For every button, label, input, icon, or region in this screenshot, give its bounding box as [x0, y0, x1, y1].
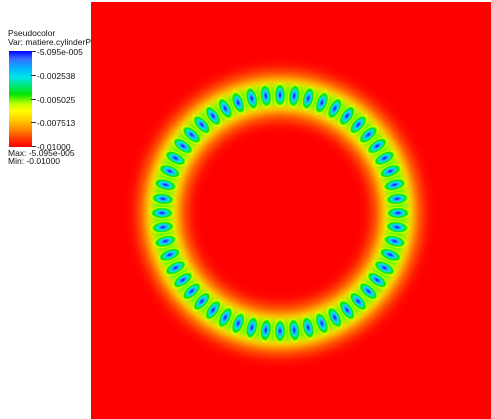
ring-spot: [273, 318, 287, 344]
ring-spot: [357, 281, 379, 302]
ring-spot: [301, 85, 316, 112]
ring-spot: [203, 298, 223, 322]
ring-spot: [163, 259, 188, 277]
ring-spot: [259, 82, 273, 109]
ring-spot: [357, 124, 379, 145]
ring-spot: [377, 163, 403, 179]
colorbar-tick-label: -0.01000: [37, 142, 71, 152]
ring-spot: [244, 85, 259, 112]
ring-spots: [149, 82, 411, 344]
ring-spot: [216, 305, 234, 330]
ring-spot: [230, 90, 246, 116]
ring-spot: [181, 281, 203, 302]
ring-spot: [348, 114, 369, 136]
colorbar-tick-label: -0.005025: [37, 95, 76, 105]
ring-spot: [301, 314, 316, 341]
color-bar: [9, 51, 32, 147]
ring-spot: [203, 104, 223, 128]
ring-spot: [149, 220, 176, 234]
ring-spot: [287, 317, 301, 344]
ring-spot: [314, 90, 330, 116]
ring-spot: [171, 270, 195, 290]
ring-spot: [365, 136, 389, 156]
ring-spot: [216, 96, 234, 121]
ring-spot: [181, 124, 203, 145]
ring-spot: [191, 290, 212, 312]
ring-spot: [149, 206, 175, 220]
ring-spot: [381, 234, 408, 249]
ring-spot: [152, 234, 179, 249]
ring-spot: [381, 177, 408, 192]
ring-spot: [171, 136, 195, 156]
ring-spot: [230, 310, 246, 336]
ring-spot: [377, 247, 403, 263]
colorbar-tick-label: -0.002538: [37, 71, 76, 81]
ring-spot: [191, 114, 212, 136]
ring-spot: [337, 298, 357, 322]
ring-spot: [326, 305, 344, 330]
ring-spot: [163, 149, 188, 167]
legend-panel: Pseudocolor Var: matiere.cylinderPGPhase…: [0, 0, 122, 419]
colorbar-tick: [31, 99, 36, 100]
ring-spot: [385, 206, 411, 220]
ring-spot: [337, 104, 357, 128]
pseudocolor-plot: [91, 2, 491, 419]
legend-title: Pseudocolor: [8, 28, 56, 38]
colorbar-tick: [31, 51, 36, 52]
colorbar-tick: [31, 122, 36, 123]
legend-min: Min: -0.01000: [8, 156, 60, 166]
ring-spot: [365, 270, 389, 290]
ring-spot: [152, 177, 179, 192]
ring-spot: [372, 259, 397, 277]
legend-max: Max: -5.095e-005: [8, 148, 75, 158]
ring-spot: [372, 149, 397, 167]
ring-spot: [384, 192, 411, 206]
ring-spot: [287, 82, 301, 109]
ring-spot: [149, 192, 176, 206]
ring-spot: [314, 310, 330, 336]
ring-spot: [384, 220, 411, 234]
ring-spot: [157, 247, 183, 263]
ring-spot: [259, 317, 273, 344]
ring-spot: [326, 96, 344, 121]
ring-spot: [244, 314, 259, 341]
ring-spot: [273, 82, 287, 108]
colorbar-tick: [31, 75, 36, 76]
ring-spot: [157, 163, 183, 179]
legend-variable: Var: matiere.cylinderPGPhase: [8, 37, 122, 47]
ring-spot: [348, 290, 369, 312]
colorbar-tick: [31, 146, 36, 147]
colorbar-tick-label: -5.095e-005: [37, 47, 83, 57]
colorbar-tick-label: -0.007513: [37, 118, 76, 128]
